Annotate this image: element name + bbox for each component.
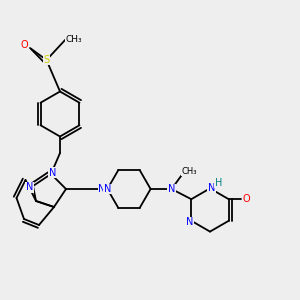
Text: S: S (44, 55, 50, 65)
Text: O: O (243, 194, 250, 204)
Text: CH₃: CH₃ (182, 167, 197, 176)
Text: N: N (98, 184, 106, 194)
Text: N: N (49, 167, 56, 178)
Text: O: O (20, 40, 28, 50)
Text: H: H (215, 178, 222, 188)
Text: N: N (168, 184, 175, 194)
Text: N: N (104, 184, 111, 194)
Text: N: N (26, 182, 33, 193)
Text: CH₃: CH₃ (65, 34, 82, 43)
Text: N: N (208, 183, 215, 194)
Text: N: N (186, 217, 194, 227)
